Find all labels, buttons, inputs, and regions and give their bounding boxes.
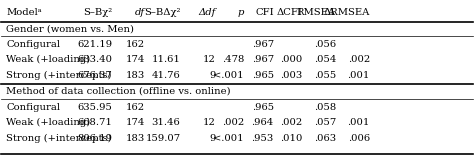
Text: CFI: CFI [255, 8, 274, 17]
Text: 9: 9 [210, 71, 216, 80]
Text: 806.19: 806.19 [77, 134, 112, 142]
Text: 621.19: 621.19 [77, 40, 112, 49]
Text: .001: .001 [347, 71, 370, 80]
Text: p: p [237, 8, 244, 17]
Text: .002: .002 [347, 55, 370, 64]
Text: .953: .953 [252, 134, 274, 142]
Text: Weak (+loading): Weak (+loading) [6, 118, 91, 127]
Text: Strong (+intercepts): Strong (+intercepts) [6, 133, 111, 143]
Text: 183: 183 [126, 134, 145, 142]
Text: 9: 9 [210, 134, 216, 142]
Text: 174: 174 [126, 118, 145, 127]
Text: 668.71: 668.71 [77, 118, 112, 127]
Text: 635.95: 635.95 [77, 103, 112, 112]
Text: <.001: <.001 [213, 71, 244, 80]
Text: Modelᵃ: Modelᵃ [6, 8, 42, 17]
Text: Gender (women vs. Men): Gender (women vs. Men) [6, 25, 134, 34]
Text: .063: .063 [314, 134, 336, 142]
Text: .006: .006 [348, 134, 370, 142]
Text: .967: .967 [252, 55, 274, 64]
Text: .965: .965 [252, 71, 274, 80]
Text: S–Bχ²: S–Bχ² [83, 8, 112, 17]
Text: .057: .057 [314, 118, 336, 127]
Text: ΔCFI: ΔCFI [276, 8, 302, 17]
Text: .054: .054 [314, 55, 336, 64]
Text: Configural: Configural [6, 103, 60, 112]
Text: 174: 174 [126, 55, 145, 64]
Text: .056: .056 [314, 40, 336, 49]
Text: .002: .002 [222, 118, 244, 127]
Text: Configural: Configural [6, 40, 60, 49]
Text: Weak (+loading): Weak (+loading) [6, 55, 91, 64]
Text: .967: .967 [252, 40, 274, 49]
Text: .001: .001 [347, 118, 370, 127]
Text: 12: 12 [203, 55, 216, 64]
Text: .965: .965 [252, 103, 274, 112]
Text: .055: .055 [314, 71, 336, 80]
Text: 162: 162 [126, 40, 145, 49]
Text: ΔRMSEA: ΔRMSEA [324, 8, 370, 17]
Text: 11.61: 11.61 [152, 55, 181, 64]
Text: 12: 12 [203, 118, 216, 127]
Text: Method of data collection (offline vs. online): Method of data collection (offline vs. o… [6, 87, 231, 96]
Text: Δdf: Δdf [199, 8, 216, 17]
Text: .003: .003 [280, 71, 302, 80]
Text: Strong (+intercepts): Strong (+intercepts) [6, 71, 111, 80]
Text: 633.40: 633.40 [77, 55, 112, 64]
Text: S–BΔχ²: S–BΔχ² [144, 8, 181, 17]
Text: .002: .002 [280, 118, 302, 127]
Text: RMSEA: RMSEA [297, 8, 336, 17]
Text: 676.37: 676.37 [77, 71, 112, 80]
Text: .058: .058 [314, 103, 336, 112]
Text: df: df [135, 8, 145, 17]
Text: .010: .010 [280, 134, 302, 142]
Text: .478: .478 [222, 55, 244, 64]
Text: 41.76: 41.76 [152, 71, 181, 80]
Text: .964: .964 [252, 118, 274, 127]
Text: 162: 162 [126, 103, 145, 112]
Text: <.001: <.001 [213, 134, 244, 142]
Text: 31.46: 31.46 [152, 118, 181, 127]
Text: 183: 183 [126, 71, 145, 80]
Text: 159.07: 159.07 [146, 134, 181, 142]
Text: .000: .000 [280, 55, 302, 64]
